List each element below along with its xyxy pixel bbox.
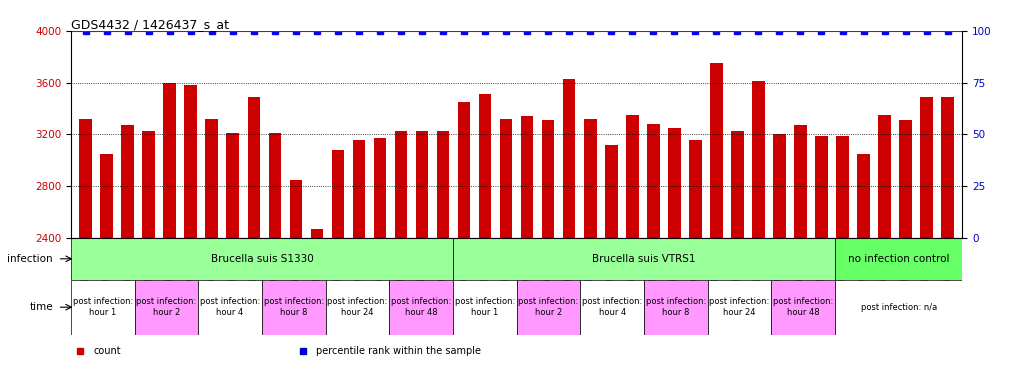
Bar bbox=[878, 115, 890, 384]
Bar bbox=[479, 94, 491, 384]
Text: post infection: n/a: post infection: n/a bbox=[861, 303, 937, 312]
Bar bbox=[857, 154, 870, 384]
Text: GDS4432 / 1426437_s_at: GDS4432 / 1426437_s_at bbox=[71, 18, 229, 31]
Text: post infection:
hour 24: post infection: hour 24 bbox=[709, 298, 770, 317]
Bar bbox=[247, 97, 260, 384]
Bar bbox=[458, 102, 470, 384]
Bar bbox=[794, 125, 806, 384]
Text: percentile rank within the sample: percentile rank within the sample bbox=[316, 346, 481, 356]
Bar bbox=[227, 133, 239, 384]
Bar bbox=[668, 128, 681, 384]
Bar bbox=[563, 79, 575, 384]
Bar bbox=[143, 131, 155, 384]
Bar bbox=[163, 83, 176, 384]
FancyBboxPatch shape bbox=[71, 238, 453, 280]
FancyBboxPatch shape bbox=[580, 280, 644, 335]
Bar bbox=[374, 138, 386, 384]
Bar bbox=[941, 97, 954, 384]
Bar bbox=[122, 125, 134, 384]
Text: Brucella suis VTRS1: Brucella suis VTRS1 bbox=[593, 254, 696, 264]
FancyBboxPatch shape bbox=[71, 280, 135, 335]
Text: post infection:
hour 4: post infection: hour 4 bbox=[200, 298, 260, 317]
Text: post infection:
hour 2: post infection: hour 2 bbox=[519, 298, 578, 317]
Bar bbox=[268, 133, 282, 384]
Bar bbox=[626, 115, 638, 384]
Bar bbox=[900, 120, 912, 384]
Bar bbox=[206, 119, 218, 384]
Bar bbox=[79, 119, 92, 384]
FancyBboxPatch shape bbox=[644, 280, 708, 335]
FancyBboxPatch shape bbox=[517, 280, 580, 335]
Text: count: count bbox=[93, 346, 121, 356]
Bar bbox=[499, 119, 513, 384]
Bar bbox=[689, 139, 702, 384]
FancyBboxPatch shape bbox=[835, 280, 962, 335]
Text: Brucella suis S1330: Brucella suis S1330 bbox=[211, 254, 313, 264]
Text: time: time bbox=[29, 302, 53, 312]
Text: post infection:
hour 4: post infection: hour 4 bbox=[582, 298, 642, 317]
FancyBboxPatch shape bbox=[389, 280, 453, 335]
FancyBboxPatch shape bbox=[262, 280, 325, 335]
Text: post infection:
hour 48: post infection: hour 48 bbox=[391, 298, 451, 317]
FancyBboxPatch shape bbox=[771, 280, 835, 335]
FancyBboxPatch shape bbox=[135, 280, 199, 335]
Text: post infection:
hour 2: post infection: hour 2 bbox=[137, 298, 197, 317]
Bar bbox=[311, 229, 323, 384]
Bar bbox=[710, 63, 722, 384]
Text: post infection:
hour 1: post infection: hour 1 bbox=[73, 298, 133, 317]
Bar bbox=[521, 116, 534, 384]
Bar bbox=[290, 180, 302, 384]
FancyBboxPatch shape bbox=[325, 280, 389, 335]
Bar bbox=[836, 136, 849, 384]
FancyBboxPatch shape bbox=[835, 238, 962, 280]
Bar bbox=[415, 131, 428, 384]
Text: post infection:
hour 48: post infection: hour 48 bbox=[773, 298, 834, 317]
Text: no infection control: no infection control bbox=[848, 254, 949, 264]
Bar bbox=[773, 134, 786, 384]
Text: infection: infection bbox=[7, 254, 53, 264]
Bar bbox=[605, 145, 618, 384]
Text: post infection:
hour 8: post infection: hour 8 bbox=[263, 298, 324, 317]
Bar bbox=[395, 131, 407, 384]
Bar bbox=[647, 124, 659, 384]
Bar bbox=[920, 97, 933, 384]
Text: post infection:
hour 8: post infection: hour 8 bbox=[645, 298, 706, 317]
Bar bbox=[752, 81, 765, 384]
Bar bbox=[331, 150, 344, 384]
Bar bbox=[583, 119, 597, 384]
FancyBboxPatch shape bbox=[453, 238, 835, 280]
Bar bbox=[437, 131, 450, 384]
FancyBboxPatch shape bbox=[199, 280, 262, 335]
Bar bbox=[731, 131, 744, 384]
Text: post infection:
hour 24: post infection: hour 24 bbox=[327, 298, 388, 317]
Bar bbox=[184, 85, 198, 384]
FancyBboxPatch shape bbox=[453, 280, 517, 335]
Bar bbox=[542, 120, 554, 384]
FancyBboxPatch shape bbox=[708, 280, 771, 335]
Text: post infection:
hour 1: post infection: hour 1 bbox=[455, 298, 515, 317]
Bar bbox=[815, 136, 828, 384]
Bar bbox=[353, 139, 366, 384]
Bar bbox=[100, 154, 113, 384]
